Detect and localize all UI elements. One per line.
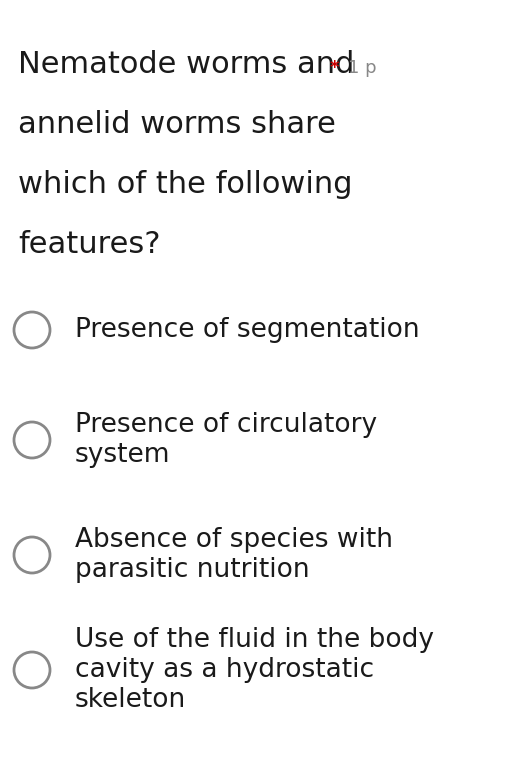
Ellipse shape (14, 652, 50, 688)
Text: Absence of species with: Absence of species with (75, 527, 393, 553)
Text: skeleton: skeleton (75, 687, 186, 713)
Ellipse shape (14, 422, 50, 458)
Text: Presence of circulatory: Presence of circulatory (75, 412, 377, 438)
Text: 1 p: 1 p (348, 59, 377, 77)
Text: system: system (75, 442, 170, 468)
Text: which of the following: which of the following (18, 170, 352, 199)
Text: *: * (330, 59, 340, 77)
Text: Presence of segmentation: Presence of segmentation (75, 317, 420, 343)
Text: Nematode worms and: Nematode worms and (18, 50, 354, 79)
Text: parasitic nutrition: parasitic nutrition (75, 557, 310, 583)
Text: features?: features? (18, 230, 161, 259)
Ellipse shape (14, 312, 50, 348)
Text: Use of the fluid in the body: Use of the fluid in the body (75, 627, 434, 653)
Text: cavity as a hydrostatic: cavity as a hydrostatic (75, 657, 374, 683)
Ellipse shape (14, 537, 50, 573)
Text: annelid worms share: annelid worms share (18, 110, 336, 139)
